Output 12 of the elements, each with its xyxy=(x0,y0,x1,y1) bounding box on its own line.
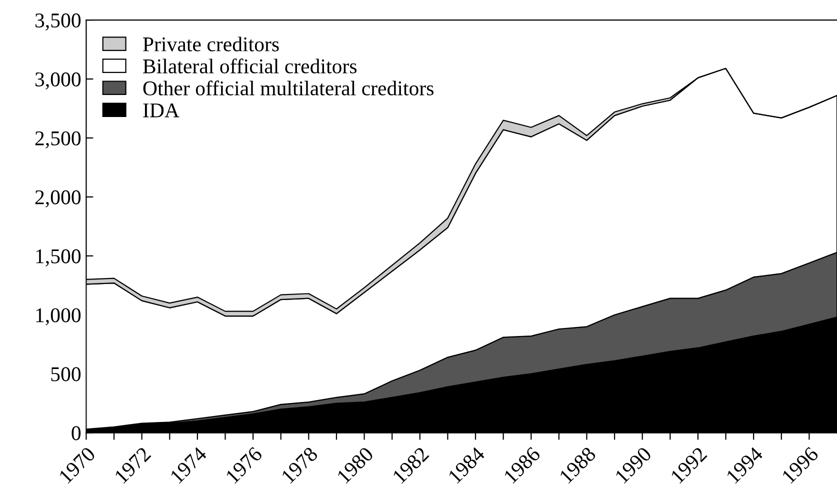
y-tick-label: 2,000 xyxy=(35,190,81,208)
y-tick-label: 0 xyxy=(72,426,81,440)
y-tick-label: 1,000 xyxy=(36,308,81,326)
y-tick-label: 2,500 xyxy=(35,131,81,148)
legend-label: Private creditors xyxy=(143,36,279,52)
y-tick-label: 500 xyxy=(51,367,81,382)
y-tick-label: 3,500 xyxy=(35,13,81,30)
y-tick-label: 3,000 xyxy=(35,72,81,90)
legend-label: IDA xyxy=(143,103,180,118)
legend-label: Bilateral official creditors xyxy=(143,58,357,74)
y-tick-label: 1,500 xyxy=(36,249,81,266)
legend-label: Other official multilateral creditors xyxy=(143,80,434,96)
